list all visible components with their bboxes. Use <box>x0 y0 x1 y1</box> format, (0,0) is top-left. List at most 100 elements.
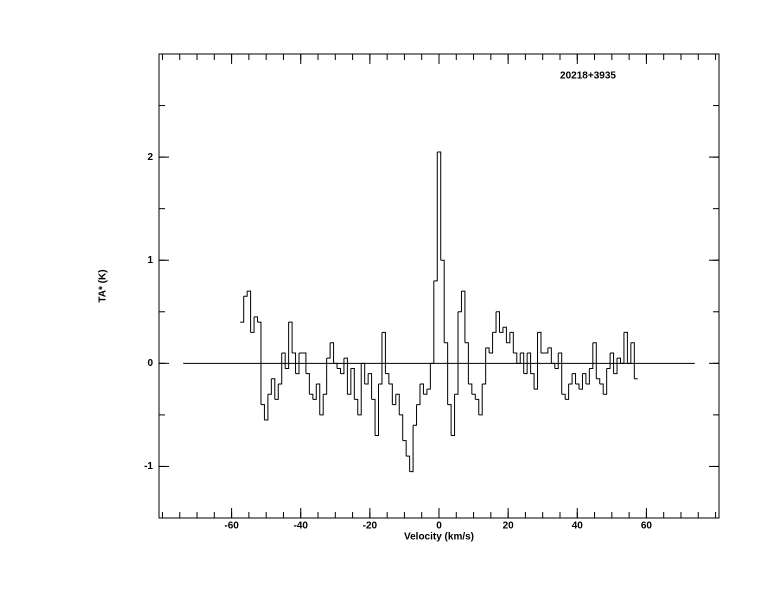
spectrum-step <box>278 353 283 385</box>
spectrum-step <box>485 347 490 354</box>
spectrum-step <box>554 353 559 369</box>
spectrum-step <box>271 378 276 400</box>
spectrum-step <box>399 414 404 441</box>
spectrum-step <box>243 291 248 297</box>
spectrum-step <box>627 342 632 364</box>
spectrum-step <box>433 151 438 282</box>
spectrum-step <box>326 342 331 359</box>
spectrum-step <box>537 331 542 354</box>
x-tick-label: 60 <box>641 521 653 532</box>
spectrum-step <box>592 342 597 379</box>
spectrum-step <box>340 358 345 375</box>
spectrum-step <box>599 383 604 395</box>
spectrum-step <box>464 342 469 384</box>
spectrum-step <box>630 342 635 379</box>
spectrum-step <box>502 326 507 343</box>
spectrum-step <box>451 394 456 437</box>
spectrum-step <box>499 327 504 333</box>
spectrum-step <box>582 373 587 384</box>
y-axis-label: TA* (K) <box>98 269 109 302</box>
y-tick-label: 2 <box>147 152 153 163</box>
spectrum-step <box>606 353 611 369</box>
spectrum-step <box>478 383 483 416</box>
chart-title: 20218+3935 <box>560 71 616 82</box>
spectrum-step <box>551 362 556 369</box>
spectrum-step <box>471 393 476 400</box>
spectrum-step <box>375 383 380 437</box>
spectrum-step <box>530 373 535 390</box>
spectrum-step <box>475 398 480 415</box>
spectrum-step <box>309 393 314 400</box>
x-tick-label: 20 <box>503 521 515 532</box>
x-tick-label: -20 <box>363 521 378 532</box>
spectrum-step <box>330 342 335 364</box>
spectrum-step <box>364 373 369 385</box>
x-tick-label: -60 <box>224 521 239 532</box>
spectrum-step <box>613 358 618 375</box>
spectrum-step <box>523 353 528 375</box>
spectrum-step <box>489 332 494 354</box>
spectrum-step <box>558 352 563 395</box>
spectrum-step <box>426 363 431 390</box>
spectrum-step <box>527 352 532 374</box>
spectrum-step <box>350 367 355 400</box>
spectrum-step <box>585 368 590 385</box>
spectrum-step <box>603 368 608 395</box>
spectrum-step <box>267 378 272 395</box>
spectrum-step <box>482 347 487 385</box>
spectrum-step <box>260 404 265 421</box>
spectrum-step <box>281 352 286 369</box>
spectrum-step <box>544 347 549 354</box>
x-axis-label: Velocity (km/s) <box>404 532 474 543</box>
spectrum-step <box>547 347 552 364</box>
spectrum-step <box>575 383 580 390</box>
spectrum-step <box>506 332 511 344</box>
spectrum-step <box>437 151 442 261</box>
spectrum-step <box>368 373 373 400</box>
spectrum-step <box>620 332 625 364</box>
spectrum-step <box>240 296 245 323</box>
spectrum-step <box>565 383 570 400</box>
spectrum-step <box>319 394 324 416</box>
spectrum-step <box>343 357 348 395</box>
spectrum-step <box>610 352 615 374</box>
spectrum-step <box>516 353 521 364</box>
spectrum-step <box>385 373 390 384</box>
spectrum-step <box>413 404 418 426</box>
spectrum-step <box>589 342 594 369</box>
spectrum-step <box>254 316 259 323</box>
spectrum-step <box>337 367 341 374</box>
spectrum-step <box>402 440 407 457</box>
spectrum-step <box>444 342 449 405</box>
spectrum-step <box>440 259 445 343</box>
x-tick-label: 40 <box>572 521 584 532</box>
spectrum-step <box>534 332 539 390</box>
spectrum-step <box>447 404 452 436</box>
x-tick-label: 0 <box>436 521 442 532</box>
spectrum-step <box>520 352 525 374</box>
spectrum-step <box>623 331 628 364</box>
plot-frame <box>158 53 720 519</box>
spectrum-step <box>316 383 321 415</box>
spectrum-step <box>257 321 262 405</box>
x-tick-label: -40 <box>294 521 309 532</box>
y-tick-label: -1 <box>144 461 153 472</box>
spectrum-step <box>419 383 424 395</box>
spectrum-step <box>568 373 573 385</box>
spectrum-step <box>302 352 307 374</box>
spectrum-step <box>461 290 466 343</box>
spectrum-step <box>323 358 328 395</box>
spectrum-step <box>430 280 435 364</box>
y-tick-label: 1 <box>147 255 153 266</box>
spectrum-step <box>388 383 393 405</box>
spectrum-step <box>354 398 359 415</box>
spectrum-step <box>378 332 383 385</box>
spectrum-step <box>288 321 293 354</box>
spectrum-step <box>409 425 414 473</box>
spectrum-step <box>392 394 397 406</box>
spectrum-step <box>423 389 428 395</box>
spectrum-step <box>264 394 269 421</box>
spectrum-step <box>274 383 279 400</box>
spectrum-step <box>381 331 386 374</box>
